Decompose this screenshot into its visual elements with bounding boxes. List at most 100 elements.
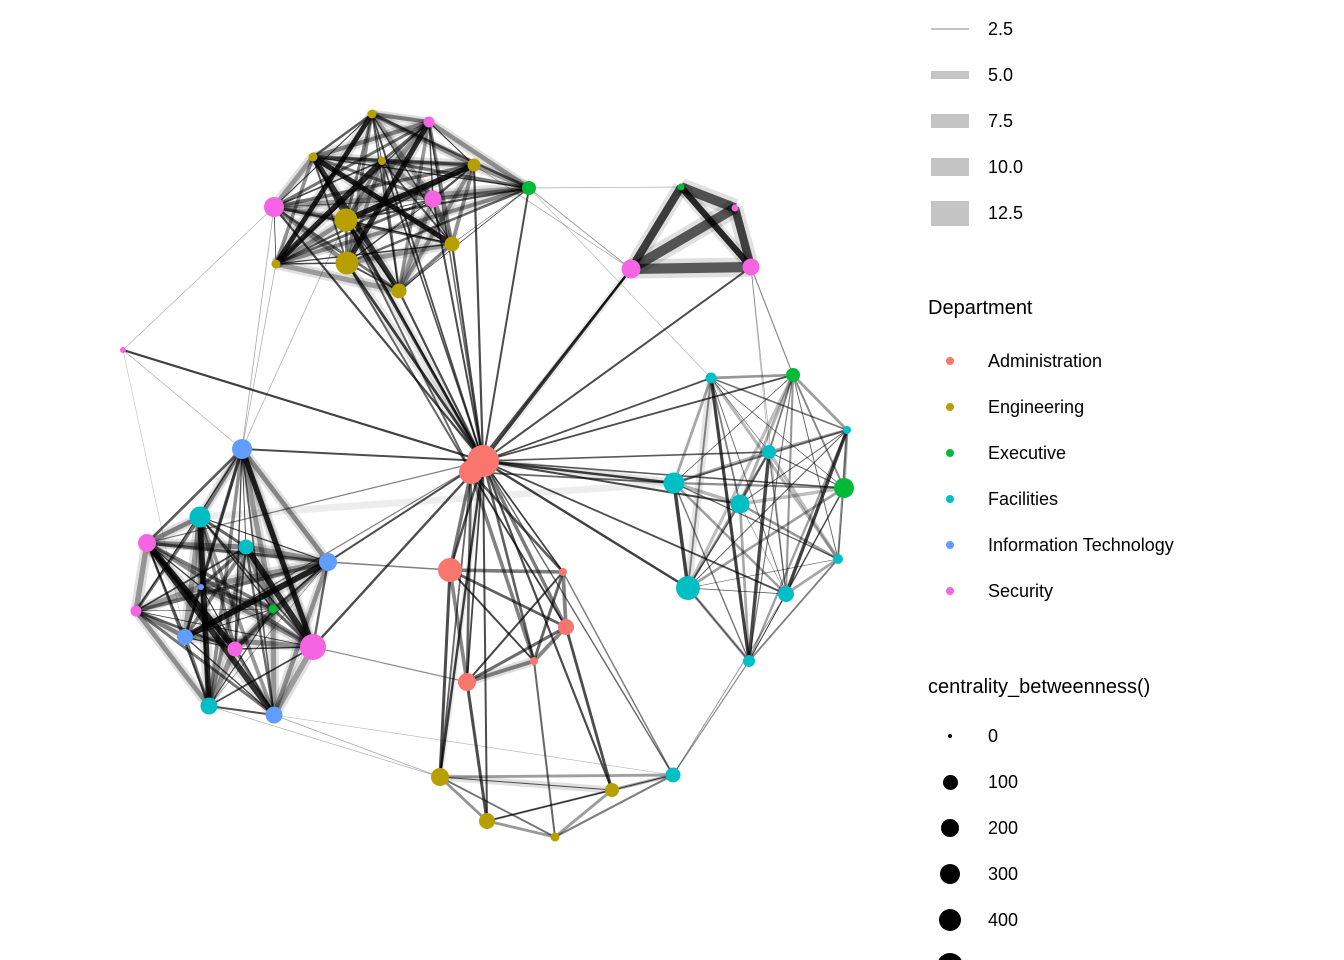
graph-edge <box>327 561 451 571</box>
legend-item-label: 100 <box>988 771 1019 792</box>
graph-edge <box>271 645 316 717</box>
graph-edge <box>344 113 374 221</box>
graph-edge <box>482 459 689 590</box>
department-color-dot <box>946 403 954 411</box>
legend-item-label: 12.5 <box>988 202 1024 223</box>
graph-edge <box>673 374 794 484</box>
graph-node <box>308 152 318 162</box>
graph-node <box>138 534 156 552</box>
graph-edge <box>275 186 530 266</box>
graph-edge <box>208 646 314 707</box>
graph-node <box>438 558 462 582</box>
node-size-dot <box>940 864 960 884</box>
edge-halo <box>267 608 280 716</box>
graph-node <box>391 283 407 299</box>
graph-edge <box>345 198 434 221</box>
graph-edge <box>785 557 839 596</box>
graph-edge <box>344 160 384 221</box>
graph-edge <box>134 609 211 708</box>
edge-halo <box>269 560 333 717</box>
graph-edge <box>739 451 770 505</box>
graph-edge <box>122 349 186 638</box>
edge-width-swatch-bar <box>931 114 969 128</box>
graph-edge <box>482 459 675 485</box>
graph-node <box>559 568 567 576</box>
graph-node <box>189 506 211 528</box>
graph-edge <box>473 164 632 270</box>
graph-edge <box>311 561 330 648</box>
graph-edge <box>687 558 839 589</box>
graph-edge <box>273 163 475 209</box>
legend-item-label: Information Technology <box>988 534 1174 555</box>
graph-node <box>833 554 843 564</box>
department-color-key <box>930 403 970 411</box>
graph-node <box>786 368 800 382</box>
graph-edge <box>482 460 564 573</box>
node-size-dot-partial <box>937 953 963 960</box>
department-color-key <box>930 357 970 365</box>
graph-node <box>423 116 435 128</box>
graph-edge <box>208 705 441 778</box>
graph-edge <box>472 162 531 191</box>
edge-halo <box>395 162 478 294</box>
legend-item: 2.5 <box>920 6 1023 52</box>
graph-node <box>479 813 495 829</box>
graph-edge <box>672 482 690 589</box>
graph-edge <box>312 646 468 683</box>
graph-edge <box>241 219 347 450</box>
graph-node <box>605 783 619 797</box>
department-color-dot <box>946 357 954 365</box>
graph-edge <box>241 263 277 450</box>
edge-width-swatch-bar <box>931 158 969 176</box>
graph-edge <box>273 120 430 209</box>
graph-edge <box>199 516 274 610</box>
edge-halo <box>179 516 206 638</box>
edge-width-swatch <box>930 200 970 226</box>
edge-halo <box>426 117 532 193</box>
graph-edge <box>739 502 839 561</box>
graph-node <box>198 584 204 590</box>
graph-node <box>265 706 283 724</box>
legend-item-label: Security <box>988 580 1054 601</box>
graph-node <box>444 236 460 252</box>
graph-edge <box>482 460 787 595</box>
legend-item: 400 <box>920 897 1150 943</box>
graph-edge <box>482 460 488 822</box>
graph-edge <box>710 373 794 380</box>
graph-edge <box>750 266 770 453</box>
graph-edge <box>241 448 484 462</box>
legend-item-label: Facilities <box>988 488 1059 509</box>
edge-layer <box>122 111 849 839</box>
graph-edge <box>791 374 849 431</box>
legend-item-label: Executive <box>988 442 1067 463</box>
graph-edge <box>134 584 203 614</box>
graph-edge <box>327 460 484 563</box>
graph-edge <box>449 569 535 662</box>
node-size-legend-items: 0 100 200 300 400 <box>920 713 1150 960</box>
node-size-key <box>930 864 970 884</box>
graph-edge <box>731 206 755 269</box>
graph-edge <box>482 460 674 776</box>
graph-edge <box>482 187 530 462</box>
graph-node <box>621 259 641 279</box>
department-color-key <box>930 587 970 595</box>
graph-edge <box>679 182 737 213</box>
graph-edge <box>184 634 314 650</box>
graph-edge <box>750 266 787 595</box>
node-size-key <box>930 953 970 960</box>
graph-edge <box>686 374 795 589</box>
graph-node <box>335 251 359 275</box>
node-size-legend: centrality_betweenness() 0 100 200 300 400 <box>920 673 1150 960</box>
graph-edge <box>710 377 787 595</box>
legend-panel: 2.5 5.0 7.5 10.0 12.5 Department Administrat… <box>920 0 1344 960</box>
graph-edge <box>199 585 315 649</box>
graph-edge <box>396 198 436 292</box>
edge-width-legend: 2.5 5.0 7.5 10.0 12.5 <box>920 6 1023 236</box>
edge-halo <box>371 109 430 127</box>
graph-edge <box>344 162 476 223</box>
graph-edge <box>747 451 771 662</box>
graph-edge <box>466 659 535 684</box>
graph-node <box>676 576 700 600</box>
graph-edge <box>345 262 485 462</box>
department-color-key <box>930 449 970 457</box>
